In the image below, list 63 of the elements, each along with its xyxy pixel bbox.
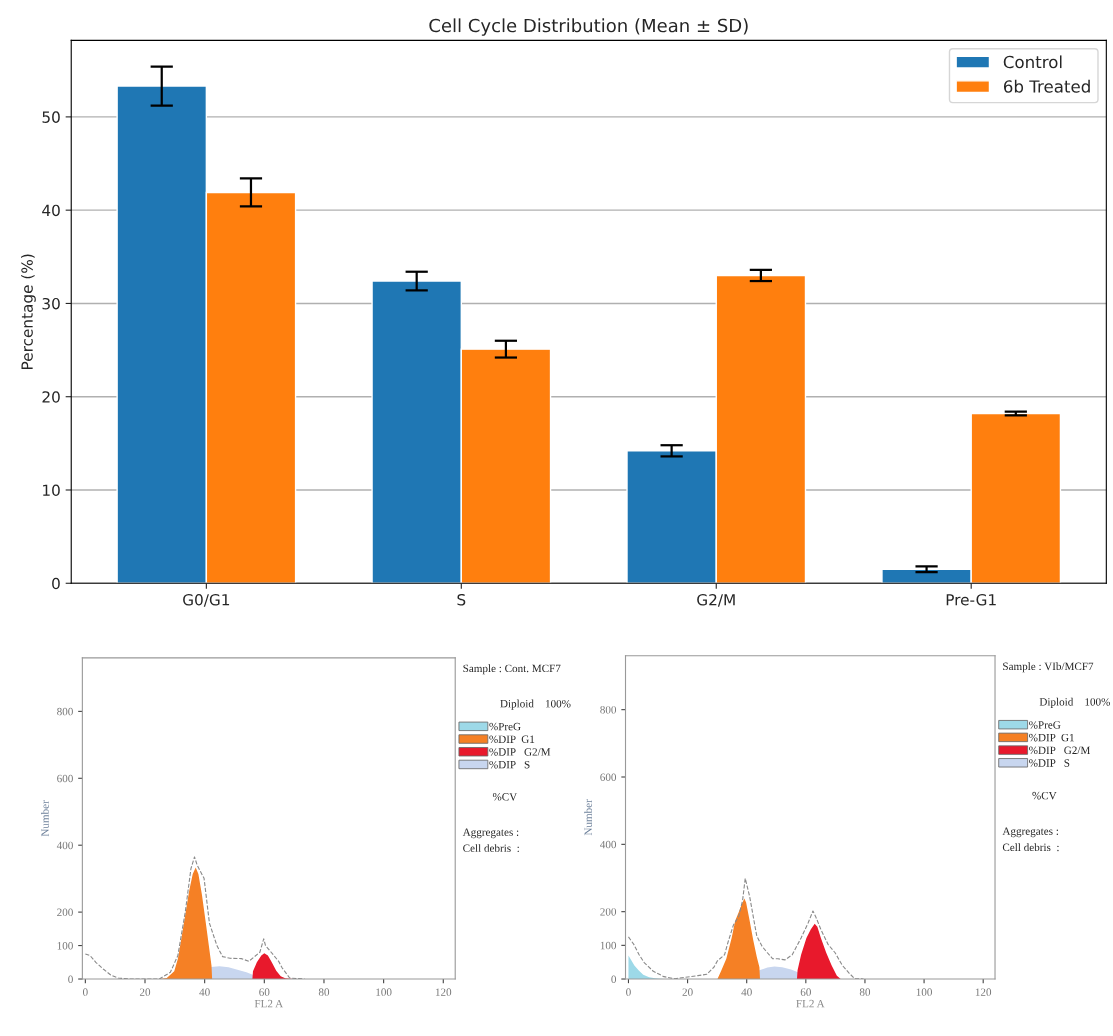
x-tick-label: G2/M — [697, 593, 735, 607]
text: Cell debris : — [1002, 843, 1059, 852]
y-tick-label: 200 — [600, 908, 617, 916]
x-axis-title: FL2 A — [796, 999, 825, 1008]
y-axis-title: Number — [584, 799, 592, 836]
text: Diploid 100% — [500, 699, 571, 710]
text: %CV — [1032, 791, 1057, 800]
x-tick-label: 20 — [682, 988, 693, 996]
line-series — [84, 856, 306, 980]
y-tick-label: 0 — [68, 975, 73, 983]
x-tick-label: 100 — [916, 988, 932, 996]
legend-label: %DIP S — [489, 760, 530, 769]
legend-label: 6b Treated — [1003, 79, 1090, 93]
x-tick-label: S — [457, 593, 466, 606]
y-tick-label: 600 — [600, 773, 617, 781]
y-tick-label: 0 — [52, 577, 60, 590]
chart-title: Cell Cycle Distribution (Mean ± SD) — [429, 18, 748, 36]
legend-label: %PreG — [1029, 721, 1061, 729]
x-axis-title: FL2 A — [254, 999, 284, 1008]
y-tick-label: 0 — [611, 975, 617, 983]
y-tick-label: 50 — [42, 111, 60, 123]
legend-label: %DIP G1 — [489, 735, 535, 744]
x-tick-label: 80 — [859, 988, 871, 996]
y-axis-title: Percentage (%) — [21, 254, 36, 369]
text: Aggregates : — [462, 828, 519, 839]
x-tick-label: 0 — [626, 988, 631, 996]
x-tick-label: 60 — [259, 988, 270, 996]
y-axis-title: Number — [41, 800, 49, 837]
text: Cell debris : — [463, 844, 519, 852]
x-tick-label: 120 — [975, 988, 992, 996]
text: %CV — [492, 793, 518, 801]
text: Aggregates : — [1002, 827, 1058, 838]
text: Sample : Cont. MCF7 — [463, 664, 561, 675]
x-tick-label: 40 — [199, 988, 210, 996]
y-tick-label: 400 — [600, 840, 617, 849]
y-tick-label: 40 — [42, 204, 60, 217]
y-tick-label: 30 — [42, 297, 60, 310]
legend-label: %DIP S — [1029, 759, 1070, 767]
legend-label: %DIP G1 — [1029, 733, 1074, 742]
x-tick-label: 20 — [139, 988, 151, 996]
legend-label: %PreG — [489, 722, 521, 731]
x-tick-label: 40 — [741, 988, 752, 996]
y-tick-label: 20 — [42, 391, 60, 403]
x-tick-label: 100 — [376, 988, 392, 996]
text: Diploid 100% — [1039, 697, 1110, 708]
legend-label: Control — [1003, 55, 1062, 69]
text: Sample : VIb/MCF7 — [1003, 662, 1094, 673]
x-tick-label: 120 — [435, 988, 452, 996]
legend-label: %DIP G2/M — [1029, 746, 1091, 755]
y-tick-label: 600 — [57, 774, 73, 783]
y-tick-label: 400 — [56, 841, 73, 850]
y-tick-label: 100 — [57, 942, 73, 950]
y-tick-label: 800 — [57, 707, 73, 716]
x-tick-label: G0/G1 — [183, 593, 230, 607]
y-tick-label: 800 — [600, 706, 617, 714]
legend-label: %DIP G2/M — [489, 748, 551, 756]
y-tick-label: 100 — [600, 941, 617, 950]
x-tick-label: 60 — [800, 988, 811, 996]
y-tick-label: 10 — [43, 484, 60, 497]
y-tick-label: 200 — [57, 908, 73, 917]
x-tick-label: 0 — [82, 988, 88, 996]
x-tick-label: Pre-G1 — [946, 593, 996, 606]
x-tick-label: 80 — [318, 988, 330, 996]
